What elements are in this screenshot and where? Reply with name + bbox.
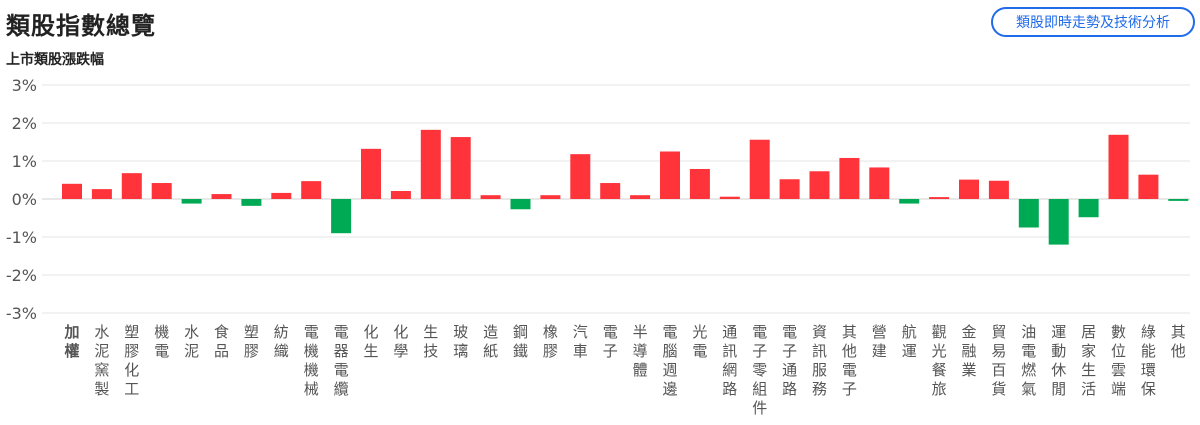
x-tick-label: 油電燃氣 xyxy=(1021,323,1036,398)
bar xyxy=(331,199,352,234)
bar xyxy=(420,129,441,199)
y-tick-label: 1% xyxy=(12,152,37,171)
x-tick-label: 塑膠化工 xyxy=(124,323,139,398)
bar xyxy=(1138,174,1159,199)
x-tick-label: 造紙 xyxy=(483,323,498,360)
x-tick-label: 航運 xyxy=(902,323,917,360)
bar xyxy=(181,199,202,204)
x-tick-label: 生技 xyxy=(423,323,438,360)
x-tick-label: 金融業 xyxy=(961,323,976,379)
bar xyxy=(540,195,561,199)
bar xyxy=(1048,199,1069,245)
x-tick-label: 貿易百貨 xyxy=(991,323,1006,398)
x-tick-label: 水泥窯製 xyxy=(94,323,109,398)
bar xyxy=(660,151,680,199)
bar xyxy=(1108,134,1129,199)
bar xyxy=(1168,199,1189,201)
bar xyxy=(151,183,172,199)
x-tick-label: 水泥 xyxy=(184,323,199,360)
x-tick-label: 通訊網路 xyxy=(722,323,737,398)
x-tick-label: 其他 xyxy=(1171,323,1186,360)
page-title: 類股指數總覽 xyxy=(6,12,156,40)
x-tick-label: 橡膠 xyxy=(543,323,558,360)
x-tick-label: 數位雲端 xyxy=(1111,323,1126,398)
x-tick-label: 電腦週邊 xyxy=(662,323,677,398)
sector-analysis-button[interactable]: 類股即時走勢及技術分析 xyxy=(991,7,1195,37)
x-tick-label: 電子通路 xyxy=(782,323,797,398)
x-tick-label: 玻璃 xyxy=(453,323,468,360)
bar xyxy=(390,191,411,199)
x-tick-label: 資訊服務 xyxy=(812,323,827,398)
x-tick-label: 綠能環保 xyxy=(1141,323,1156,398)
x-tick-label: 機電 xyxy=(154,323,169,360)
bar xyxy=(450,137,471,199)
x-tick-label: 電器電纜 xyxy=(334,323,349,398)
y-tick-label: -2% xyxy=(6,266,37,285)
bar xyxy=(630,195,651,199)
bar xyxy=(480,195,501,199)
y-tick-label: -1% xyxy=(6,228,37,247)
bar xyxy=(510,199,531,210)
bar xyxy=(241,199,262,206)
x-tick-label: 化生 xyxy=(363,323,378,360)
x-tick-label: 營建 xyxy=(872,323,887,360)
bar xyxy=(869,167,890,199)
bar xyxy=(749,139,770,199)
y-tick-label: 2% xyxy=(12,114,37,133)
bar xyxy=(301,181,322,199)
bar xyxy=(959,179,979,199)
x-tick-label: 光電 xyxy=(692,323,707,360)
x-tick-label: 塑膠 xyxy=(244,323,259,360)
x-tick-label: 化學 xyxy=(393,323,408,360)
x-tick-label: 鋼鐵 xyxy=(513,323,528,360)
x-tick-label: 紡織 xyxy=(274,323,289,360)
bar xyxy=(570,154,591,199)
bar xyxy=(779,179,800,199)
chart-title: 上市類股漲跌幅 xyxy=(6,52,104,68)
y-tick-label: 3% xyxy=(12,76,37,95)
bar xyxy=(1018,199,1039,228)
bar xyxy=(91,189,112,199)
y-tick-label: -3% xyxy=(6,304,37,323)
x-tick-label: 運動休閒 xyxy=(1051,323,1066,398)
x-tick-label: 觀光餐旅 xyxy=(932,323,947,398)
bar xyxy=(121,173,142,199)
bar xyxy=(361,148,381,199)
bar xyxy=(211,194,232,199)
x-tick-label: 加權 xyxy=(63,323,79,360)
bar xyxy=(62,183,82,199)
bar xyxy=(988,180,1009,199)
y-tick-label: 0% xyxy=(12,190,37,209)
x-tick-label: 食品 xyxy=(214,323,229,360)
bar xyxy=(600,183,621,199)
x-tick-label: 電子 xyxy=(603,323,618,360)
bar xyxy=(809,171,830,199)
x-tick-label: 其他電子 xyxy=(842,323,857,398)
bar xyxy=(271,192,292,199)
bar xyxy=(689,168,710,199)
x-tick-label: 汽車 xyxy=(573,323,588,360)
bar xyxy=(1078,199,1099,218)
x-tick-label: 電子零組件 xyxy=(752,323,767,417)
x-tick-label: 半導體 xyxy=(633,323,648,379)
bar xyxy=(899,199,920,204)
bar xyxy=(929,197,950,199)
x-tick-label: 居家生活 xyxy=(1081,323,1096,398)
bar xyxy=(839,157,860,199)
x-tick-label: 電機機械 xyxy=(304,323,319,398)
bar xyxy=(719,196,740,199)
